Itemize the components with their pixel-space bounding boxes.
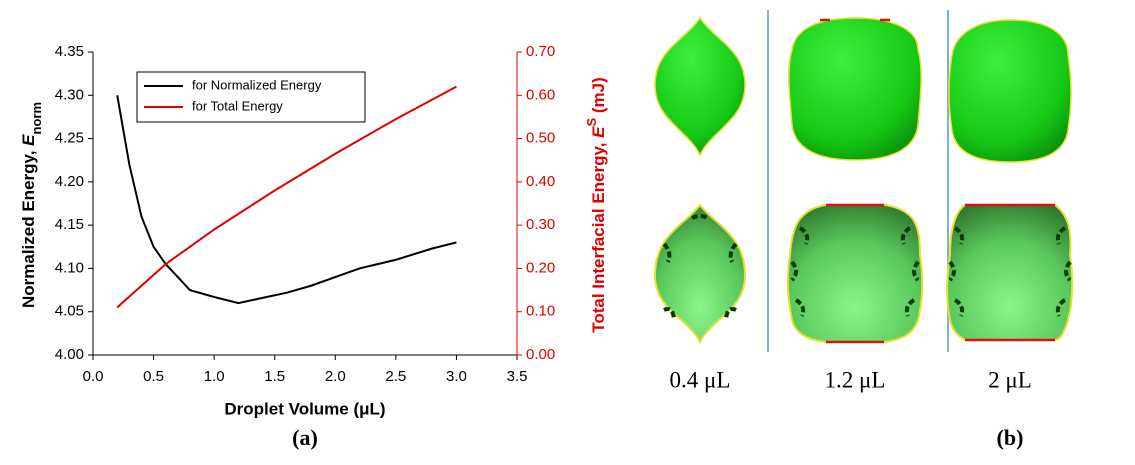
droplet: [655, 205, 745, 342]
droplet: [947, 205, 1072, 340]
x-tick-label: 3.0: [446, 368, 467, 385]
y2-label-sup: S: [584, 118, 599, 127]
y2-axis-label: Total Interfacial Energy, ES (mJ): [584, 77, 609, 333]
y-tick-label: 4.30: [55, 86, 84, 103]
droplet-label: 1.2 μL: [825, 367, 886, 392]
x-tick-label: 0.0: [83, 368, 104, 385]
x-axis-label: Droplet Volume (μL): [224, 399, 385, 418]
x-tick-label: 3.5: [507, 368, 528, 385]
y2-label-unit: (mJ): [589, 77, 608, 118]
y-tick-label: 4.05: [55, 303, 84, 320]
y-tick-label: 4.00: [55, 346, 84, 363]
y2-label-symbol: E: [589, 126, 608, 138]
y-tick-label: 4.15: [55, 216, 84, 233]
droplet-panel: 0.4 μL 1.2 μL 2 μL: [655, 10, 1072, 392]
droplet: [655, 18, 745, 155]
caption-a: (a): [292, 425, 318, 450]
droplet-label: 2 μL: [988, 367, 1032, 392]
droplet: [788, 205, 922, 342]
page: Droplet Volume (μL) Normalized Energy, E…: [0, 0, 1135, 465]
y2-tick-label: 0.60: [526, 86, 555, 103]
x-tick-label: 2.5: [385, 368, 406, 385]
droplet: [949, 20, 1071, 162]
line-series: [117, 95, 456, 303]
droplet-label: 0.4 μL: [670, 367, 731, 392]
y-tick-label: 4.10: [55, 259, 84, 276]
y-tick-label: 4.25: [55, 130, 84, 147]
y2-tick-label: 0.00: [526, 346, 555, 363]
y-axis-label: Normalized Energy, Enorm: [19, 102, 43, 308]
droplet: [789, 18, 921, 160]
legend-label: for Total Energy: [192, 98, 283, 113]
x-tick-label: 1.0: [204, 368, 225, 385]
caption-b: (b): [997, 425, 1024, 450]
y2-tick-label: 0.70: [526, 43, 555, 60]
y2-label-text: Total Interfacial Energy,: [589, 138, 608, 333]
y2-tick-label: 0.40: [526, 173, 555, 190]
y2-tick-label: 0.50: [526, 130, 555, 147]
x-tick-label: 2.0: [325, 368, 346, 385]
y-tick-label: 4.20: [55, 173, 84, 190]
y-tick-label: 4.35: [55, 43, 84, 60]
y-label-symbol: E: [19, 134, 38, 146]
y2-tick-label: 0.20: [526, 259, 555, 276]
x-tick-label: 1.5: [264, 368, 285, 385]
y-label-sub: norm: [29, 102, 44, 135]
legend-label: for Normalized Energy: [192, 77, 322, 92]
x-tick-label: 0.5: [143, 368, 164, 385]
figure: Droplet Volume (μL) Normalized Energy, E…: [0, 0, 1135, 465]
y2-tick-label: 0.10: [526, 303, 555, 320]
y-label-text: Normalized Energy,: [19, 146, 38, 308]
y2-tick-label: 0.30: [526, 216, 555, 233]
